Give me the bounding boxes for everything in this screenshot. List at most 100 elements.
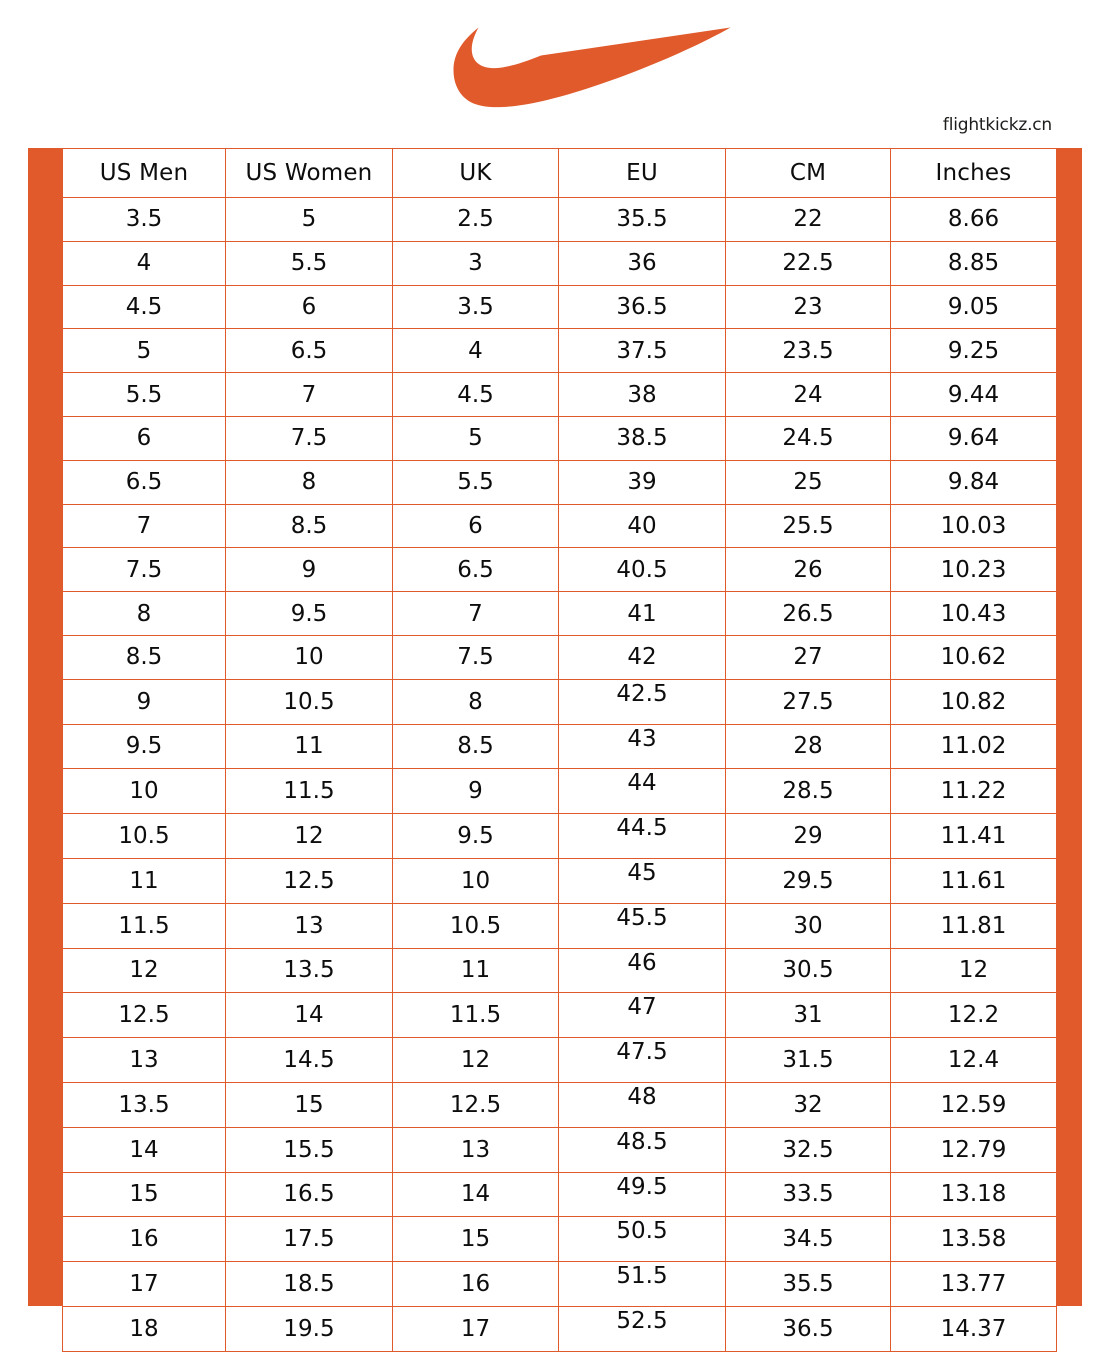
cell-uk: 8.5 <box>392 723 559 770</box>
cell-eu: 50.5 <box>558 1216 726 1263</box>
accent-bar-right <box>1056 148 1082 1306</box>
cell-us-men: 17 <box>62 1261 226 1307</box>
cell-us-men: 3.5 <box>62 197 226 242</box>
cell-uk: 14 <box>392 1171 559 1218</box>
page-header: flightkickz.cn <box>0 0 1100 148</box>
cell-eu: 42.5 <box>558 678 726 725</box>
table-row: 5 6.5 4 37.5 23.5 9.25 <box>62 328 1057 374</box>
cell-uk: 16 <box>392 1261 559 1307</box>
table-row: 12.5 14 11.5 47 31 12.2 <box>62 992 1057 1039</box>
cell-eu: 45 <box>558 857 726 904</box>
cell-inches: 12.59 <box>890 1081 1057 1128</box>
cell-us-men: 10 <box>62 768 226 815</box>
cell-us-men: 11.5 <box>62 902 226 949</box>
cell-us-men: 11 <box>62 857 226 904</box>
cell-uk: 11.5 <box>392 992 559 1039</box>
cell-us-men: 13 <box>62 1037 226 1083</box>
cell-inches: 9.64 <box>890 415 1057 461</box>
cell-uk: 5.5 <box>392 459 559 505</box>
table-row: 6 7.5 5 38.5 24.5 9.64 <box>62 415 1057 461</box>
cell-cm: 25 <box>725 459 891 505</box>
cell-eu: 42 <box>558 634 726 680</box>
cell-inches: 9.84 <box>890 459 1057 505</box>
cell-cm: 25.5 <box>725 503 891 549</box>
cell-uk: 10 <box>392 857 559 904</box>
table-header-row: US Men US Women UK EU CM Inches <box>62 148 1057 198</box>
cell-us-men: 4.5 <box>62 284 226 330</box>
cell-us-women: 5.5 <box>225 240 393 286</box>
cell-inches: 12 <box>890 947 1057 994</box>
cell-cm: 27.5 <box>725 678 891 725</box>
cell-cm: 23.5 <box>725 328 891 374</box>
cell-uk: 3.5 <box>392 284 559 330</box>
column-header-cm: CM <box>725 148 891 198</box>
cell-us-men: 8 <box>62 591 226 636</box>
column-header-eu: EU <box>558 148 726 198</box>
cell-us-men: 9.5 <box>62 723 226 770</box>
cell-us-men: 12.5 <box>62 992 226 1039</box>
cell-uk: 12.5 <box>392 1081 559 1128</box>
cell-eu: 52.5 <box>558 1305 726 1352</box>
cell-cm: 26.5 <box>725 591 891 636</box>
cell-eu: 35.5 <box>558 197 726 242</box>
cell-cm: 32 <box>725 1081 891 1128</box>
cell-cm: 29.5 <box>725 857 891 904</box>
table-row: 3.5 5 2.5 35.5 22 8.66 <box>62 197 1057 242</box>
cell-inches: 8.66 <box>890 197 1057 242</box>
cell-us-women: 5 <box>225 197 393 242</box>
cell-uk: 17 <box>392 1305 559 1352</box>
cell-uk: 13 <box>392 1126 559 1173</box>
cell-uk: 6.5 <box>392 547 559 593</box>
cell-us-women: 7.5 <box>225 415 393 461</box>
cell-us-women: 14.5 <box>225 1037 393 1083</box>
cell-eu: 43 <box>558 723 726 770</box>
cell-us-men: 9 <box>62 678 226 725</box>
cell-us-men: 16 <box>62 1216 226 1263</box>
cell-cm: 34.5 <box>725 1216 891 1263</box>
table-row: 15 16.5 14 49.5 33.5 13.18 <box>62 1171 1057 1218</box>
cell-cm: 33.5 <box>725 1171 891 1218</box>
cell-eu: 40.5 <box>558 547 726 593</box>
cell-cm: 26 <box>725 547 891 593</box>
cell-us-women: 8.5 <box>225 503 393 549</box>
cell-us-women: 7 <box>225 372 393 417</box>
table-row: 16 17.5 15 50.5 34.5 13.58 <box>62 1216 1057 1263</box>
cell-us-women: 11 <box>225 723 393 770</box>
cell-us-women: 17.5 <box>225 1216 393 1263</box>
cell-eu: 44.5 <box>558 813 726 859</box>
cell-cm: 36.5 <box>725 1305 891 1352</box>
cell-us-men: 6.5 <box>62 459 226 505</box>
cell-us-women: 13.5 <box>225 947 393 994</box>
column-header-us-women: US Women <box>225 148 393 198</box>
table-row: 7 8.5 6 40 25.5 10.03 <box>62 503 1057 549</box>
column-header-uk: UK <box>392 148 559 198</box>
table-row: 4.5 6 3.5 36.5 23 9.05 <box>62 284 1057 330</box>
table-row: 4 5.5 3 36 22.5 8.85 <box>62 240 1057 286</box>
cell-inches: 9.05 <box>890 284 1057 330</box>
cell-us-men: 18 <box>62 1305 226 1352</box>
table-row: 8 9.5 7 41 26.5 10.43 <box>62 591 1057 636</box>
table-row: 9 10.5 8 42.5 27.5 10.82 <box>62 678 1057 725</box>
cell-inches: 8.85 <box>890 240 1057 286</box>
cell-uk: 2.5 <box>392 197 559 242</box>
cell-eu: 46 <box>558 947 726 994</box>
table-row: 14 15.5 13 48.5 32.5 12.79 <box>62 1126 1057 1173</box>
cell-inches: 12.2 <box>890 992 1057 1039</box>
table-row: 12 13.5 11 46 30.5 12 <box>62 947 1057 994</box>
cell-us-women: 12.5 <box>225 857 393 904</box>
cell-cm: 31.5 <box>725 1037 891 1083</box>
cell-inches: 10.82 <box>890 678 1057 725</box>
cell-cm: 30.5 <box>725 947 891 994</box>
cell-eu: 38.5 <box>558 415 726 461</box>
table-row: 18 19.5 17 52.5 36.5 14.37 <box>62 1305 1057 1352</box>
cell-us-men: 8.5 <box>62 634 226 680</box>
cell-eu: 39 <box>558 459 726 505</box>
site-credit-text: flightkickz.cn <box>942 115 1052 135</box>
cell-cm: 24.5 <box>725 415 891 461</box>
table-row: 9.5 11 8.5 43 28 11.02 <box>62 723 1057 770</box>
cell-us-women: 19.5 <box>225 1305 393 1352</box>
cell-inches: 12.79 <box>890 1126 1057 1173</box>
cell-uk: 9 <box>392 768 559 815</box>
cell-inches: 11.22 <box>890 768 1057 815</box>
cell-us-men: 14 <box>62 1126 226 1173</box>
